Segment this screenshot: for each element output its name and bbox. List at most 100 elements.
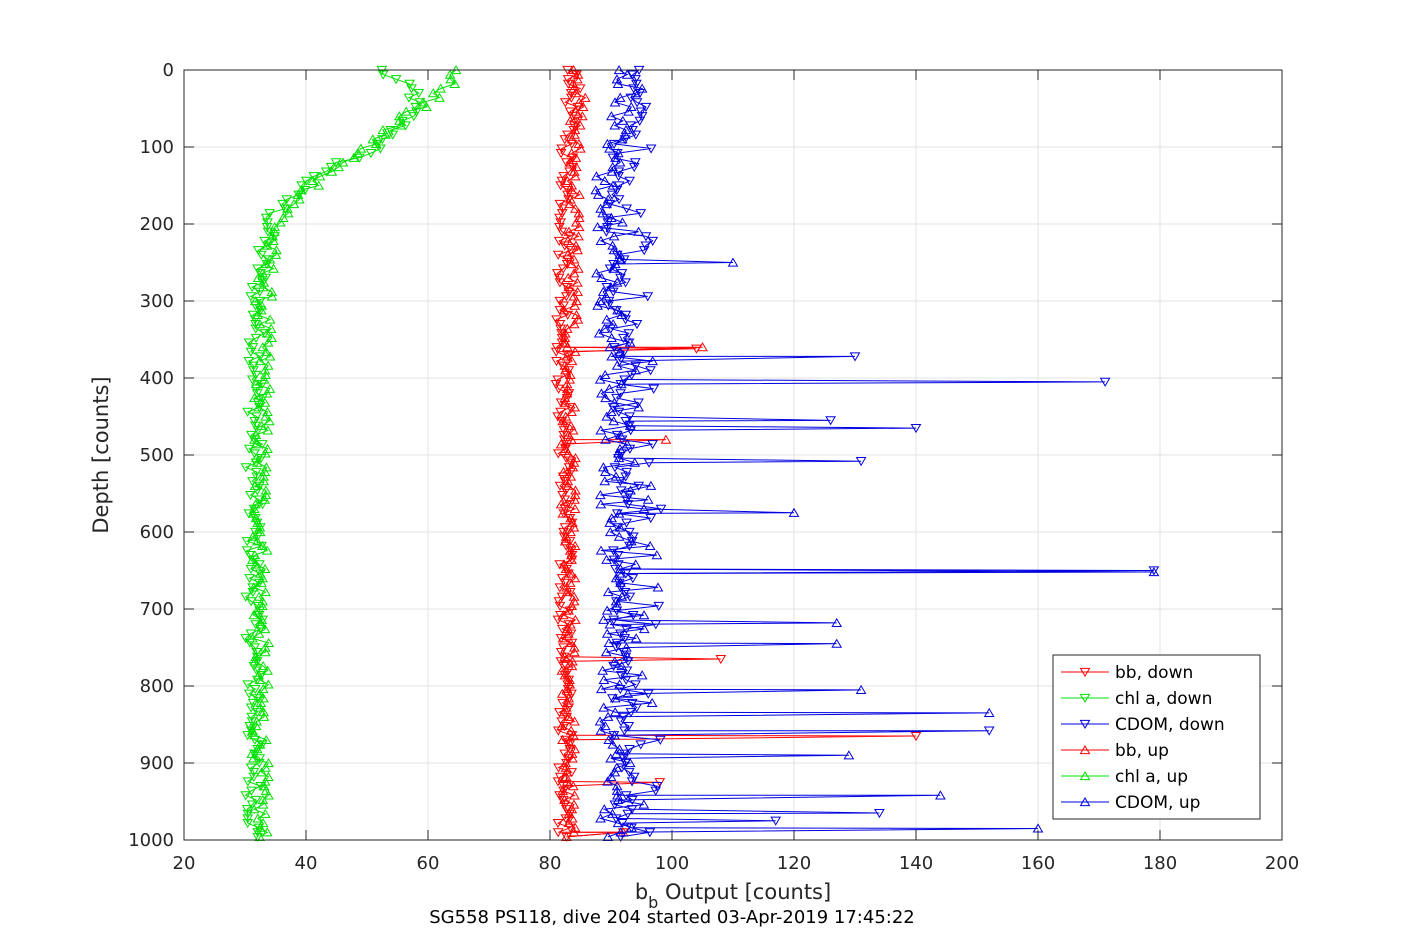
- data-point: [633, 402, 644, 412]
- data-point: [245, 703, 257, 713]
- data-point: [563, 366, 575, 376]
- data-point: [560, 453, 572, 464]
- data-point: [562, 697, 573, 708]
- data-point: [555, 218, 567, 228]
- data-point: [255, 619, 267, 629]
- data-point: [620, 278, 631, 288]
- data-point: [562, 569, 574, 579]
- data-point: [633, 226, 644, 236]
- data-point: [562, 684, 574, 695]
- data-point: [556, 624, 568, 635]
- data-point: [261, 388, 273, 398]
- data-point: [619, 375, 630, 385]
- data-point: [247, 477, 258, 487]
- data-point: [257, 282, 269, 292]
- data-point: [259, 642, 271, 652]
- data-point: [607, 694, 618, 704]
- data-point: [595, 499, 607, 509]
- data-point: [562, 249, 574, 259]
- data-point: [563, 463, 575, 473]
- data-point: [601, 554, 612, 564]
- data-point: [247, 554, 258, 564]
- data-point: [262, 360, 274, 370]
- data-point: [624, 745, 635, 755]
- data-point: [558, 172, 570, 182]
- y-tick-label: 1000: [128, 830, 174, 851]
- data-point: [562, 429, 574, 440]
- data-point: [610, 306, 622, 316]
- data-point: [250, 620, 262, 630]
- data-point: [623, 721, 635, 732]
- data-point: [551, 343, 563, 353]
- data-point: [264, 351, 276, 361]
- data-point: [594, 374, 606, 384]
- data-point: [259, 647, 271, 657]
- data-point: [561, 776, 573, 786]
- data-point: [616, 591, 628, 601]
- data-point: [627, 70, 639, 80]
- data-point: [566, 804, 578, 814]
- data-point: [248, 661, 260, 672]
- data-point: [607, 739, 619, 749]
- data-point: [617, 333, 629, 343]
- data-point: [551, 356, 562, 367]
- data-point: [570, 152, 582, 162]
- data-point: [253, 402, 264, 412]
- data-point: [248, 768, 260, 778]
- data-point: [561, 831, 572, 842]
- data-point: [599, 369, 611, 380]
- data-point: [559, 670, 571, 680]
- data-point: [622, 500, 634, 510]
- data-point: [617, 115, 629, 125]
- data-point: [630, 75, 641, 85]
- data-point: [619, 726, 630, 736]
- data-point: [624, 420, 636, 430]
- data-point: [608, 263, 620, 273]
- data-point: [604, 199, 616, 210]
- data-point: [253, 758, 265, 769]
- data-point: [855, 684, 867, 694]
- data-point: [249, 295, 261, 306]
- data-point: [636, 112, 648, 122]
- data-point: [568, 596, 580, 606]
- data-point: [562, 235, 574, 246]
- data-point: [614, 568, 626, 578]
- data-point: [566, 748, 578, 758]
- data-point: [614, 92, 626, 102]
- data-point: [610, 596, 622, 606]
- data-point: [257, 342, 269, 352]
- data-point: [254, 822, 266, 832]
- data-point: [257, 799, 269, 809]
- data-point: [243, 338, 255, 348]
- data-point: [249, 392, 260, 403]
- data-point: [554, 213, 565, 223]
- data-point: [609, 463, 621, 473]
- data-point: [267, 231, 278, 241]
- data-point: [403, 93, 415, 103]
- data-point: [246, 800, 258, 810]
- data-point: [640, 241, 652, 251]
- data-point: [645, 480, 657, 490]
- data-point: [559, 332, 571, 343]
- data-point: [557, 264, 569, 274]
- data-point: [260, 734, 272, 744]
- data-point: [251, 412, 262, 422]
- data-point: [660, 434, 672, 444]
- data-point: [910, 731, 922, 742]
- data-point: [616, 269, 628, 279]
- data-point: [565, 568, 577, 578]
- data-point: [242, 814, 254, 824]
- data-point: [615, 273, 626, 283]
- data-point: [248, 804, 260, 814]
- data-point: [256, 614, 268, 624]
- legend: bb, down chl a, down CDOM, down bb, up chl a…: [1052, 654, 1261, 820]
- data-point: [612, 78, 624, 88]
- data-point: [569, 540, 581, 550]
- data-point: [910, 423, 922, 434]
- data-point: [256, 600, 268, 611]
- data-point: [554, 772, 566, 782]
- data-point: [609, 397, 620, 407]
- data-point: [595, 725, 607, 735]
- data-point: [552, 375, 564, 385]
- data-point: [263, 416, 275, 426]
